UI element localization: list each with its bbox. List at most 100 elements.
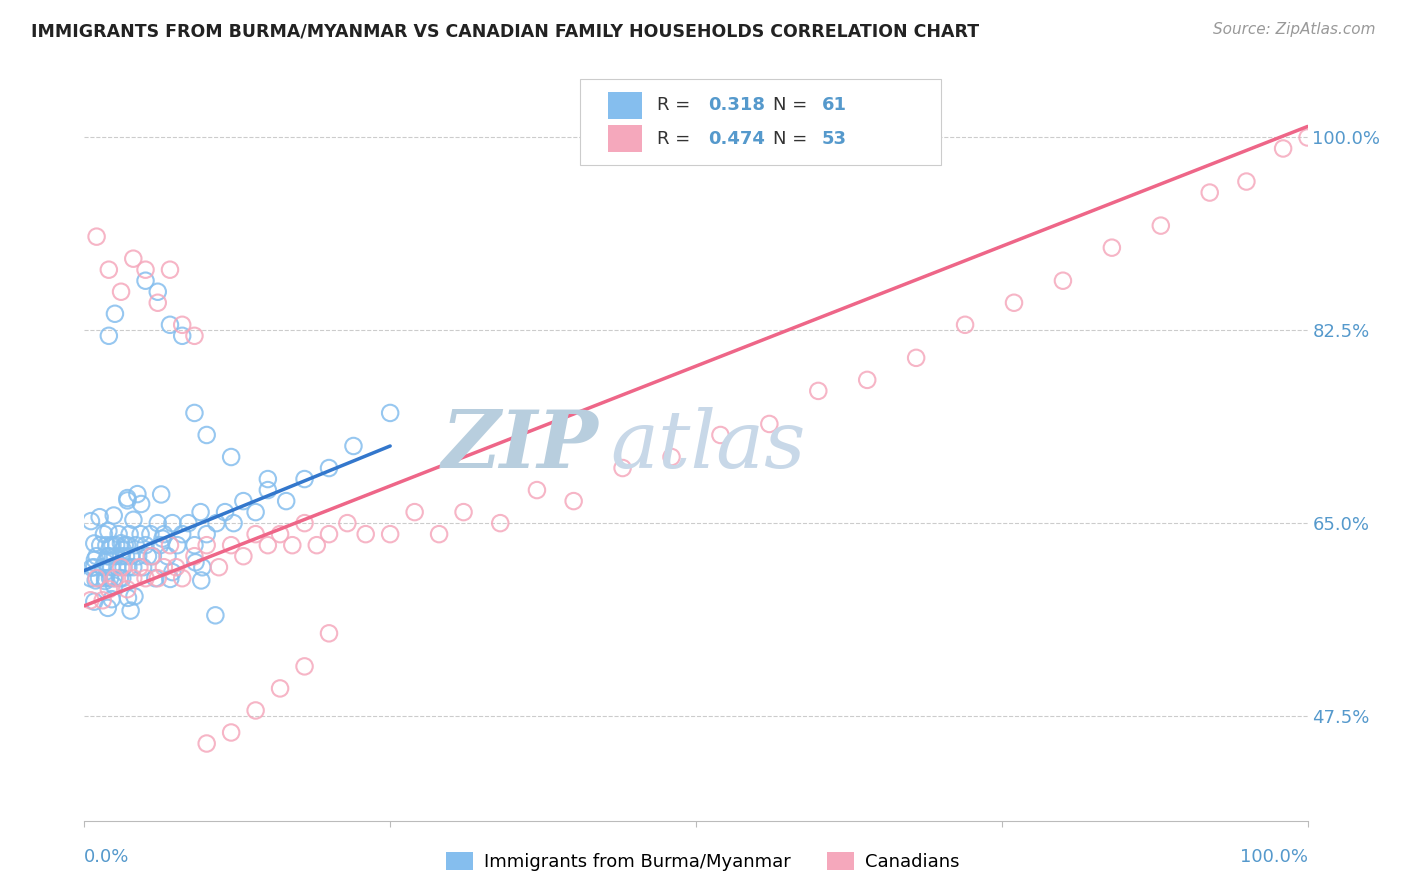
Point [86,571,108,585]
Point [80,514,103,528]
Point [172,571,194,585]
Point [127,549,149,564]
Point [104,549,127,564]
Text: N =: N = [773,130,813,148]
Point [404,505,426,519]
Point [354,527,377,541]
Point [110,536,132,550]
Point [162,516,184,530]
Point [97,262,120,277]
Point [122,513,145,527]
Point [219,725,242,739]
Point [141,549,163,564]
Point [758,417,780,431]
Point [125,538,148,552]
Point [100,592,122,607]
Point [135,262,157,277]
Point [294,516,316,530]
Point [103,508,125,523]
Text: 53: 53 [823,130,846,148]
Point [100,539,122,553]
Point [129,497,152,511]
Text: 0.318: 0.318 [709,96,765,114]
Point [97,600,120,615]
Point [111,543,134,558]
Point [281,538,304,552]
Point [97,524,120,538]
Point [89,510,111,524]
Point [89,538,111,552]
Point [135,538,157,552]
Point [152,532,174,546]
Text: IMMIGRANTS FROM BURMA/MYANMAR VS CANADIAN FAMILY HOUSEHOLDS CORRELATION CHART: IMMIGRANTS FROM BURMA/MYANMAR VS CANADIA… [31,22,979,40]
Point [184,555,207,569]
Point [122,571,145,585]
Point [132,560,155,574]
Point [97,549,120,564]
Point [195,527,218,541]
Point [114,538,136,552]
Point [115,582,138,597]
Point [117,560,139,574]
Point [172,318,194,332]
Point [856,373,879,387]
Point [526,483,548,497]
Point [124,590,146,604]
Point [195,428,218,442]
Point [86,549,108,564]
Text: Source: ZipAtlas.com: Source: ZipAtlas.com [1212,22,1375,37]
Text: N =: N = [773,96,813,114]
Point [661,450,683,464]
Text: R =: R = [657,130,696,148]
Point [100,560,122,574]
Point [149,538,172,552]
Point [97,549,120,564]
Text: R =: R = [657,96,696,114]
Point [232,549,254,564]
Point [190,505,212,519]
Point [269,527,291,541]
Point [98,571,121,585]
Point [222,516,245,530]
Point [342,439,364,453]
Point [83,536,105,550]
Point [269,681,291,696]
Point [117,493,139,508]
Point [183,406,205,420]
Point [1101,241,1123,255]
Point [709,428,731,442]
Point [427,527,450,541]
Point [84,552,107,566]
Point [94,571,117,585]
Point [195,737,218,751]
Point [86,229,108,244]
Point [183,538,205,552]
Point [159,572,181,586]
Point [380,406,402,420]
Point [159,318,181,332]
Point [128,560,150,574]
Point [83,594,105,608]
Point [807,384,830,398]
Point [232,494,254,508]
Point [97,328,120,343]
Point [105,538,128,552]
Point [146,571,169,585]
Point [91,560,114,574]
Point [104,307,127,321]
Point [245,505,267,519]
Point [336,516,359,530]
Point [156,549,179,564]
Text: 61: 61 [823,96,846,114]
Point [135,571,157,585]
Point [93,527,115,541]
Point [120,549,142,564]
Point [143,571,166,585]
Point [159,262,181,277]
Point [153,527,176,541]
Point [214,505,236,519]
Point [489,516,512,530]
Point [380,527,402,541]
Point [146,516,169,530]
Point [294,472,316,486]
